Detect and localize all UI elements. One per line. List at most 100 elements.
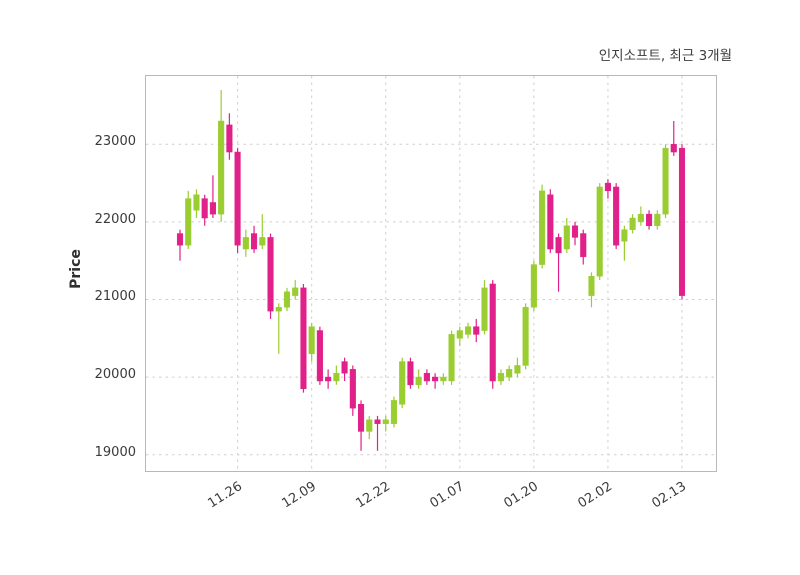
candle-body [456, 330, 463, 339]
candle-body [497, 372, 505, 382]
candle-down [432, 373, 439, 389]
x-tick-label: 11.26 [205, 479, 245, 512]
candle-body [473, 326, 480, 335]
candle-up [481, 280, 488, 335]
candle-body [374, 419, 381, 424]
candle-up [588, 272, 595, 308]
candle-up [497, 369, 505, 385]
candle-down [613, 183, 620, 250]
candle-down [580, 229, 587, 265]
candle-body [563, 225, 570, 250]
candle-up [275, 303, 282, 354]
candle-down [251, 225, 258, 253]
candle-down [646, 210, 653, 230]
candle-down [300, 283, 307, 393]
candle-up [514, 357, 521, 378]
candle-body [522, 307, 529, 366]
x-tick-label: 02.02 [575, 479, 615, 512]
y-tick-label: 22000 [94, 211, 136, 227]
candle-body [613, 186, 620, 246]
candle-body [580, 233, 587, 258]
candle-down [423, 369, 430, 385]
candle-body [176, 233, 184, 246]
candle-body [366, 419, 373, 432]
candle-body [218, 120, 225, 215]
candle-body [432, 376, 439, 382]
candle-down [489, 280, 496, 389]
candle-body [678, 147, 686, 296]
candle-body [300, 287, 307, 389]
candle-body [654, 213, 661, 227]
candle-up [185, 190, 192, 250]
candle-body [621, 229, 628, 242]
chart-title: 인지소프트, 최근 3개월 [598, 48, 732, 64]
candle-down [555, 233, 562, 292]
candle-body [415, 376, 422, 386]
candle-body [390, 400, 398, 424]
candle-body [193, 194, 200, 211]
candle-down [316, 326, 323, 385]
candle-body [242, 237, 249, 250]
candle-up [563, 218, 570, 253]
candle-body [670, 144, 677, 153]
candle-body [357, 404, 365, 432]
candle-up [259, 214, 266, 250]
candle-up [629, 214, 636, 234]
candle-up [292, 280, 299, 300]
candle-up [596, 183, 603, 281]
candle-up [637, 206, 644, 226]
candle-down [267, 233, 274, 319]
candle-up [522, 303, 529, 370]
y-tick-label: 21000 [94, 289, 136, 305]
x-tick-label: 02.13 [649, 479, 689, 512]
candle-body [226, 124, 233, 153]
candle-up [448, 330, 455, 385]
candle-body [325, 376, 332, 382]
candle-body [489, 283, 496, 382]
candle-body [423, 372, 430, 382]
candle-body [283, 291, 291, 308]
candle-up [440, 373, 447, 385]
candle-body [440, 376, 447, 382]
candle-down [349, 365, 356, 416]
candle-down [341, 357, 348, 381]
candle-body [275, 307, 282, 312]
candle-body [637, 213, 644, 223]
x-tick-label: 01.07 [427, 479, 467, 512]
candle-down [234, 148, 241, 253]
candle-down [209, 175, 216, 219]
candle-down [604, 179, 611, 199]
candle-body [596, 186, 603, 277]
candle-down [678, 144, 686, 300]
candle-down [670, 121, 677, 156]
y-tick-label: 20000 [94, 367, 136, 383]
candle-body [530, 264, 537, 308]
candle-down [547, 189, 554, 253]
candle-body [464, 326, 472, 335]
x-tick-label: 12.22 [353, 479, 393, 512]
candle-up [399, 357, 406, 409]
candle-body [399, 361, 406, 405]
candle-body [604, 182, 611, 192]
candle-up [415, 369, 422, 389]
candle-down [357, 400, 365, 451]
candle-body [234, 151, 241, 246]
candle-down [176, 229, 184, 261]
candle-body [349, 369, 356, 409]
candle-up [456, 326, 463, 347]
candle-up [530, 260, 537, 312]
candle-down [226, 113, 233, 160]
candle-up [382, 415, 389, 432]
candles-svg [146, 76, 716, 471]
candle-up [506, 365, 513, 381]
candle-up [539, 184, 546, 269]
candle-body [514, 365, 521, 374]
y-tick-label: 19000 [94, 444, 136, 460]
candle-up [621, 225, 628, 261]
candle-body [382, 419, 389, 424]
candle-down [201, 194, 208, 226]
x-tick-label: 01.20 [501, 479, 541, 512]
candle-body [407, 361, 414, 386]
candle-down [473, 318, 480, 343]
